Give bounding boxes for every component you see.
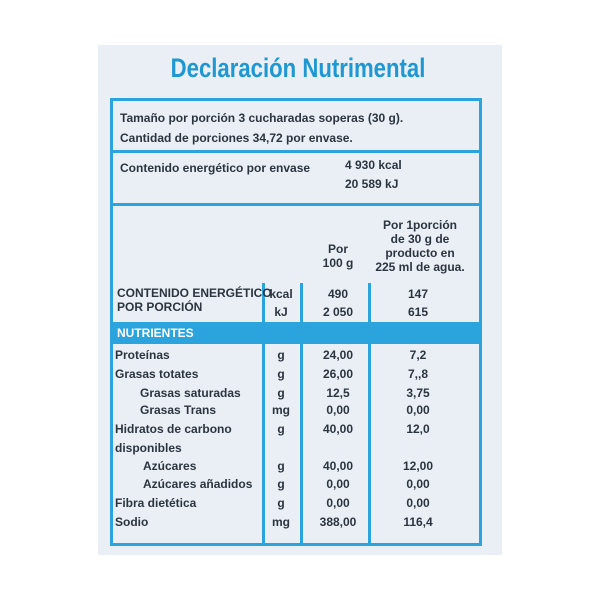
col-head: 225 ml de agua. xyxy=(375,260,465,274)
energy-package-kj: 20 589 kJ xyxy=(345,177,399,191)
serving-size: Tamaño por porción 3 cucharadas soperas … xyxy=(120,111,404,125)
value-portion: 615 xyxy=(407,305,429,319)
energy-portion-label: POR PORCIÓN xyxy=(117,300,203,314)
nutrients-header: NUTRIENTES xyxy=(117,326,194,340)
unit: g xyxy=(277,477,285,491)
unit: kcal xyxy=(269,287,293,301)
unit: kJ xyxy=(274,305,288,319)
unit: g xyxy=(277,496,285,510)
value-100g: 0,00 xyxy=(326,403,350,417)
value-portion: 116,4 xyxy=(403,515,433,529)
value-100g: 26,00 xyxy=(322,367,354,381)
nutrient-name: Fibra dietética xyxy=(115,496,197,510)
col-head: producto en xyxy=(385,246,455,260)
value-portion: 7,2 xyxy=(409,348,427,362)
col-head: de 30 g de xyxy=(390,232,450,246)
unit: mg xyxy=(272,403,290,417)
nutrient-name: Grasas totates xyxy=(115,367,199,381)
rule xyxy=(368,283,371,543)
value-portion: 12,0 xyxy=(406,422,430,436)
nutrient-name: Grasas Trans xyxy=(140,403,217,417)
serving-portions: Cantidad de porciones 34,72 por envase. xyxy=(120,131,353,145)
rule xyxy=(262,283,265,543)
nutrient-name: Sodio xyxy=(115,515,149,529)
unit: g xyxy=(277,348,285,362)
nutrient-name: Azúcares añadidos xyxy=(143,477,253,491)
value-portion: 0,00 xyxy=(406,403,430,417)
rule xyxy=(110,98,482,101)
value-portion: 0,00 xyxy=(406,477,430,491)
rule xyxy=(110,543,482,546)
col-head: 100 g xyxy=(322,256,354,270)
nutrient-name: Grasas saturadas xyxy=(140,386,241,400)
rule xyxy=(110,98,113,546)
nutrient-name: Hidratos de carbono xyxy=(115,422,232,436)
col-head: Por xyxy=(327,242,349,256)
value-portion: 147 xyxy=(407,287,429,301)
title: Declaración Nutrimental xyxy=(170,53,426,83)
unit: g xyxy=(277,367,285,381)
col-head: Por 1porción xyxy=(382,218,458,232)
nutrient-name: disponibles xyxy=(115,441,182,455)
nutrient-name: Proteínas xyxy=(115,348,170,362)
rule xyxy=(110,150,482,153)
value-100g: 0,00 xyxy=(326,496,350,510)
rule xyxy=(300,283,303,543)
nutrient-name: Azúcares xyxy=(143,459,197,473)
value-100g: 388,00 xyxy=(319,515,357,529)
value-100g: 490 xyxy=(327,287,349,301)
nutrients-band xyxy=(112,322,482,344)
energy-package-label: Contenido energético por envase xyxy=(120,161,311,175)
unit: g xyxy=(277,459,285,473)
value-portion: 0,00 xyxy=(406,496,430,510)
rule xyxy=(110,203,482,206)
value-portion: 7,,8 xyxy=(407,367,429,381)
energy-portion-label: CONTENIDO ENERGÉTICO xyxy=(117,286,272,300)
unit: mg xyxy=(272,515,290,529)
unit: g xyxy=(277,422,285,436)
energy-package-kcal: 4 930 kcal xyxy=(345,158,402,172)
unit: g xyxy=(277,386,285,400)
value-100g: 12,5 xyxy=(326,386,350,400)
value-100g: 24,00 xyxy=(322,348,354,362)
value-portion: 12,00 xyxy=(402,459,434,473)
value-100g: 40,00 xyxy=(322,422,354,436)
value-100g: 2 050 xyxy=(322,305,354,319)
value-portion: 3,75 xyxy=(406,386,430,400)
value-100g: 0,00 xyxy=(326,477,350,491)
value-100g: 40,00 xyxy=(322,459,354,473)
